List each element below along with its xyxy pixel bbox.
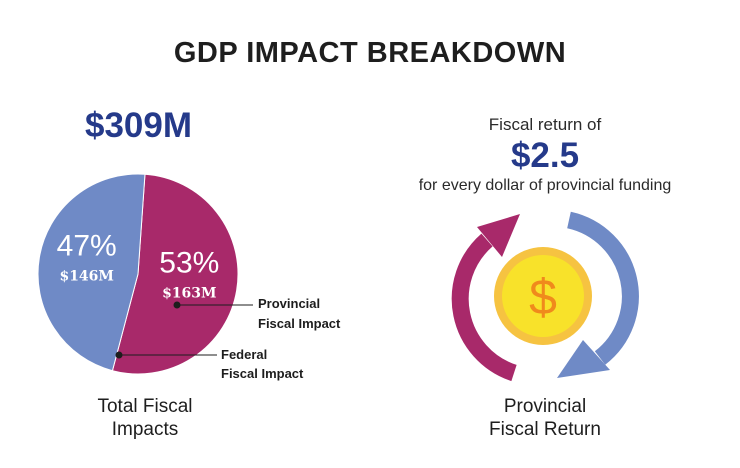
pie-slice-amount-label: $146M	[59, 269, 113, 285]
pie-slice-amount-label: $163M	[162, 285, 216, 301]
pie-slice-federal	[37, 173, 146, 372]
pie-slice-percent-label: 47%	[57, 230, 117, 263]
curved-arrow-up-icon	[451, 214, 520, 382]
page-title: GDP IMPACT BREAKDOWN	[173, 37, 567, 69]
total-fiscal-value: $309M	[85, 106, 193, 145]
legend-callout-label: Fiscal Impact	[221, 366, 304, 381]
fiscal-return-value: $2.5	[510, 136, 580, 175]
legend-callout-label: Fiscal Impact	[258, 316, 341, 331]
total-fiscal-caption: Total Fiscal Impacts	[40, 395, 250, 441]
fiscal-return-caption-line1: Provincial	[503, 396, 587, 417]
legend-callout-label: Federal	[221, 347, 267, 362]
total-fiscal-caption-line1: Total Fiscal	[97, 396, 193, 417]
pie-slice-provincial	[111, 173, 239, 375]
total-fiscal-caption-line2: Impacts	[111, 419, 179, 440]
fiscal-return-caption-line2: Fiscal Return	[489, 419, 601, 440]
coin-dollar-symbol: $	[529, 269, 557, 325]
fiscal-return-suffix: for every dollar of provincial funding	[418, 177, 672, 194]
fiscal-return-caption: Provincial Fiscal Return	[430, 395, 660, 441]
pie-slice-percent-label: 53%	[159, 246, 219, 279]
fiscal-return-prefix: Fiscal return of	[488, 115, 602, 134]
dollar-coin-icon: $	[494, 247, 592, 345]
legend-callout-label: Provincial	[258, 296, 320, 311]
curved-arrow-down-icon	[557, 211, 639, 378]
